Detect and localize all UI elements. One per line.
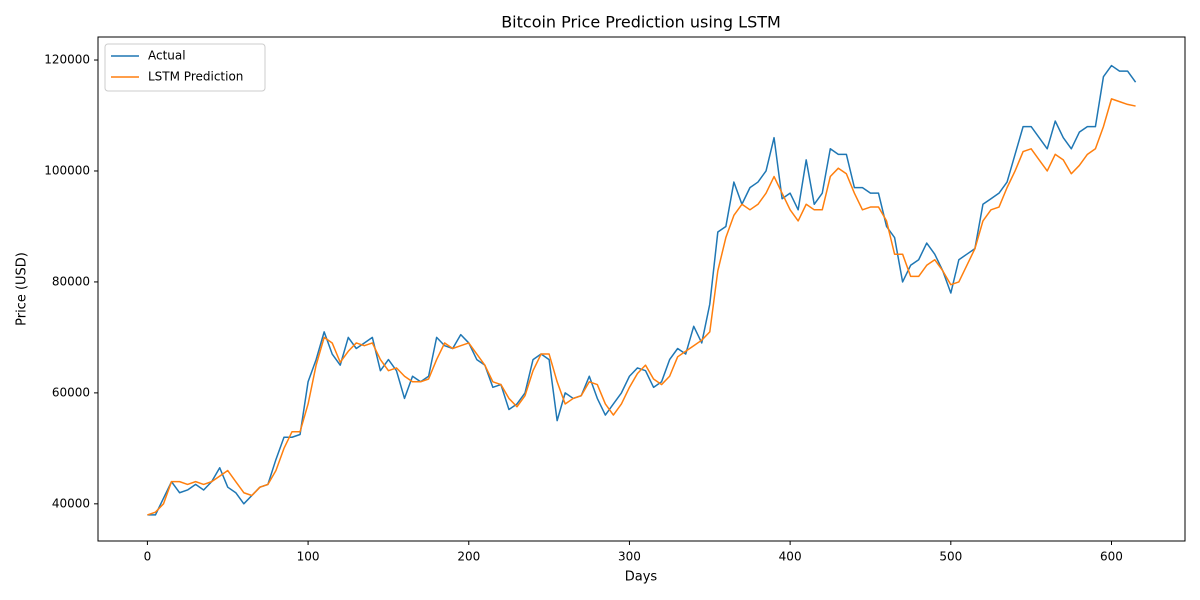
legend-label: Actual: [148, 49, 186, 63]
legend-label: LSTM Prediction: [148, 70, 243, 84]
x-tick-label: 300: [618, 550, 641, 564]
y-tick-label: 120000: [44, 53, 90, 67]
y-tick-label: 60000: [52, 385, 90, 399]
legend-box: [104, 43, 266, 92]
y-tick-label: 40000: [52, 496, 90, 510]
y-axis-label: Price (USD): [15, 252, 30, 326]
y-tick-label: 80000: [52, 274, 90, 288]
series-line: [147, 98, 1136, 516]
x-tick-label: 100: [297, 550, 320, 564]
x-tick-label: 500: [939, 550, 962, 564]
x-tick-label: 400: [779, 550, 802, 564]
x-axis-label: Days: [625, 570, 658, 585]
y-tick-label: 100000: [44, 163, 90, 177]
x-tick-label: 600: [1100, 550, 1123, 564]
chart-title: Bitcoin Price Prediction using LSTM: [501, 13, 781, 32]
x-tick-label: 0: [144, 550, 152, 564]
x-tick-label: 200: [457, 550, 480, 564]
plot-frame: [97, 36, 1186, 542]
